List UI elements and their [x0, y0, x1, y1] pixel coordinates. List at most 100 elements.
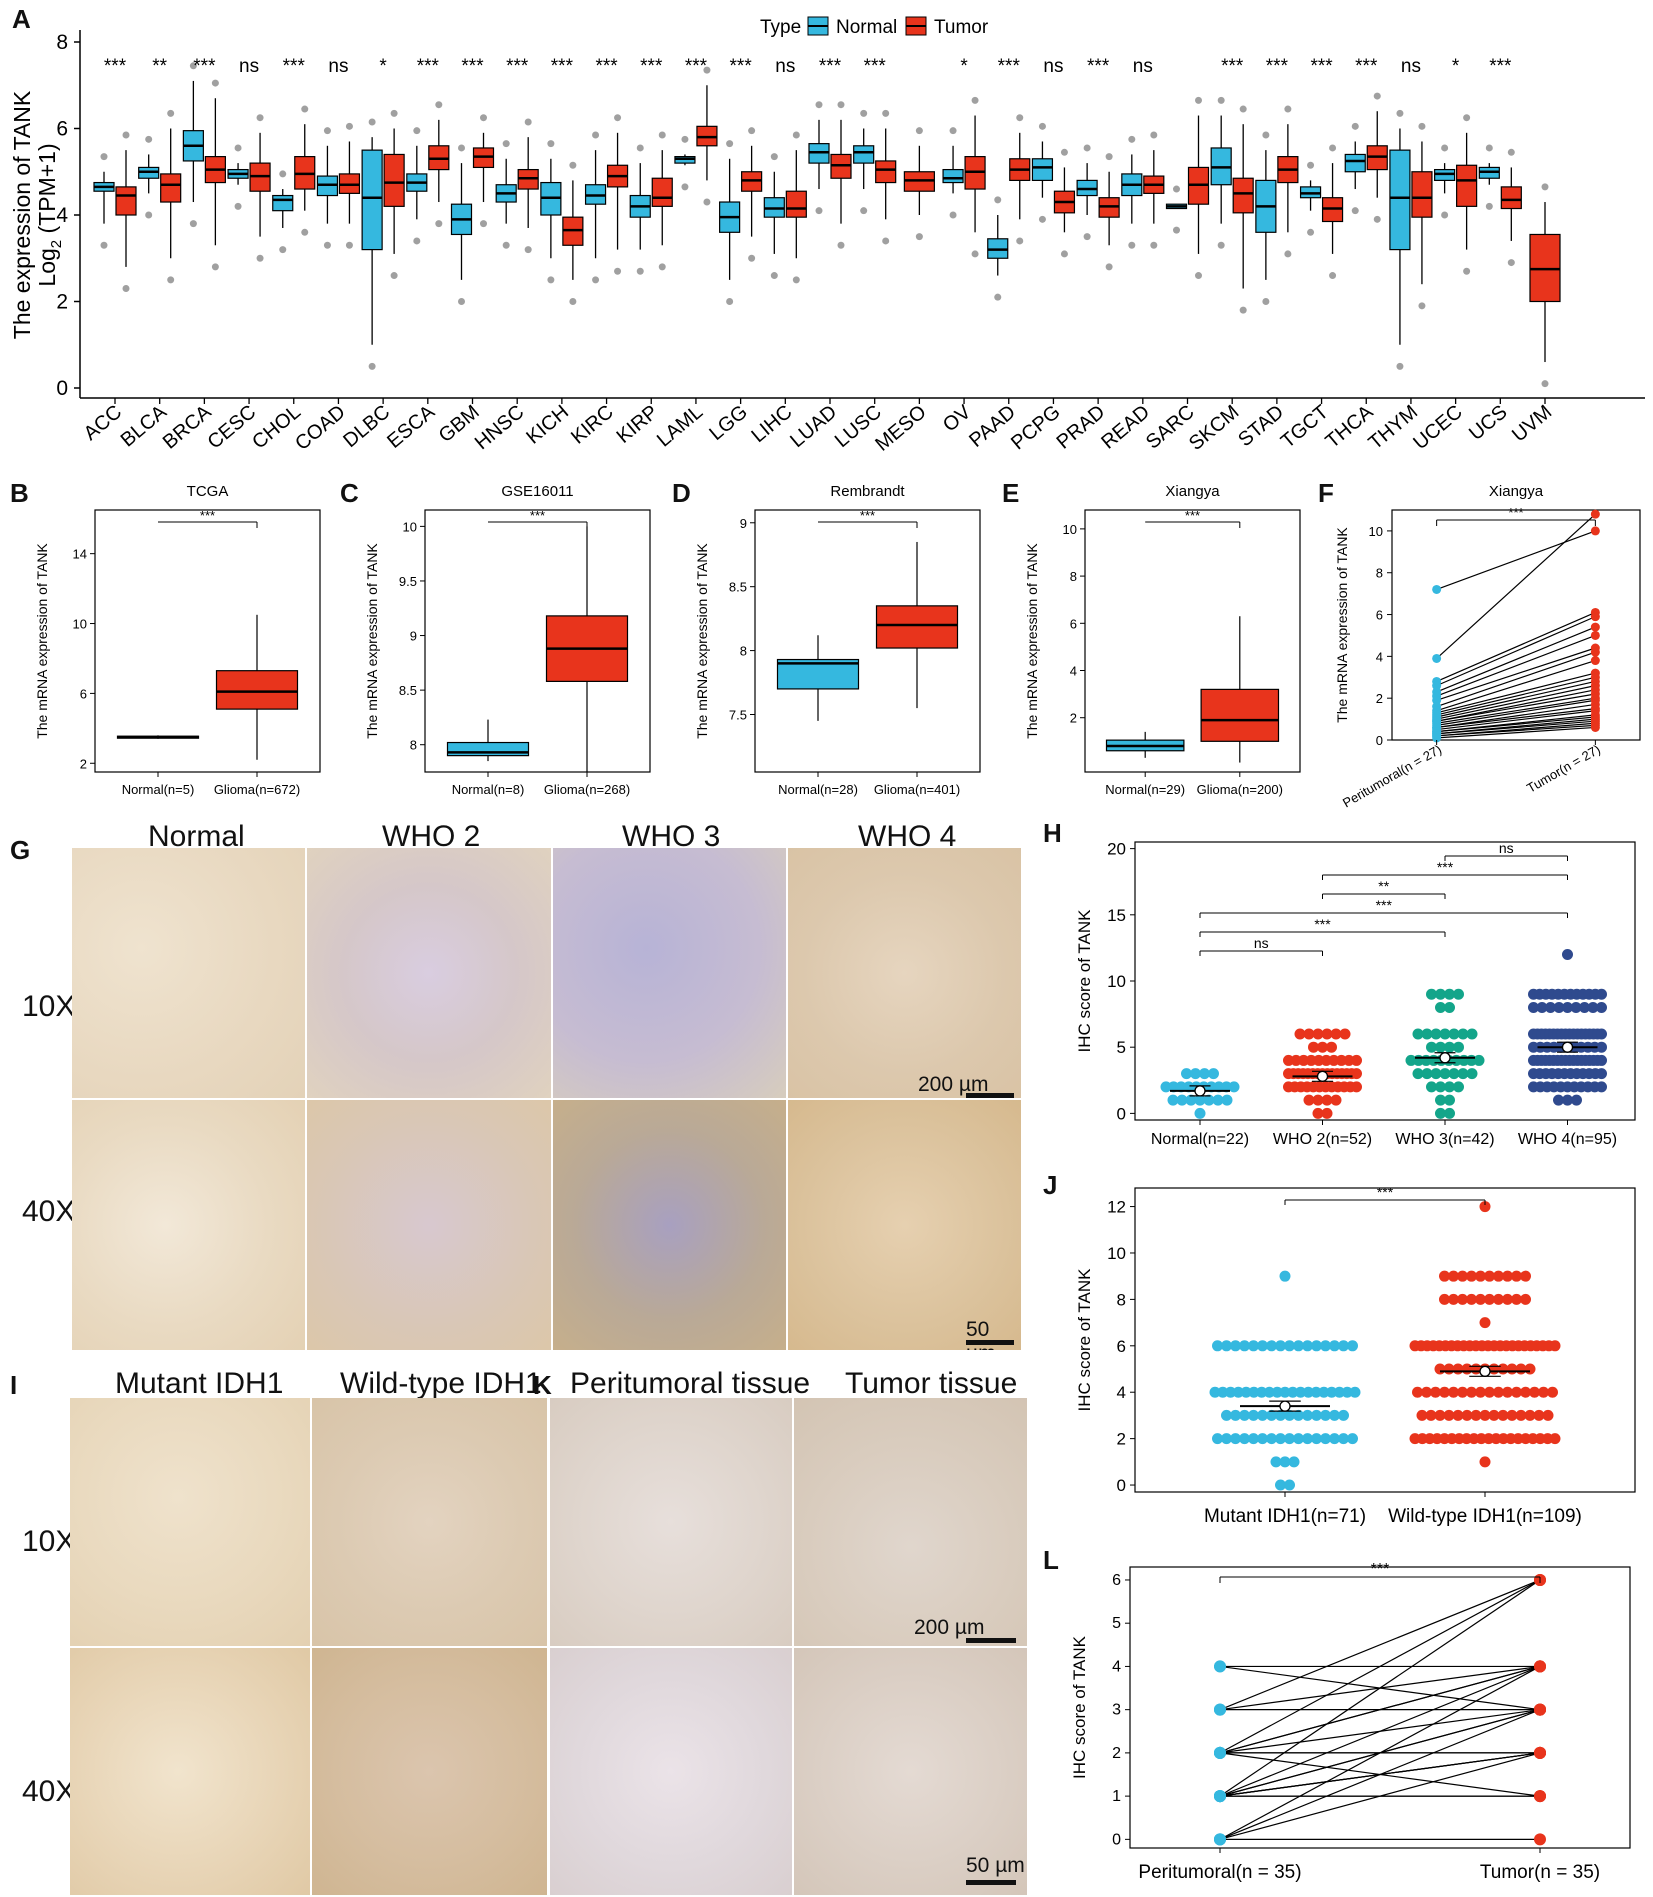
- j-point: [1257, 1340, 1268, 1352]
- ihc-who4-40x: 50 µm: [788, 1100, 1021, 1350]
- j-point: [1439, 1386, 1450, 1398]
- panel-label-d: D: [672, 478, 691, 508]
- a-ytick-label: 8: [56, 31, 68, 54]
- panel-label-h: H: [1043, 818, 1062, 848]
- a-laml-xlabel: LAML: [653, 401, 707, 451]
- h-point: [1553, 1001, 1565, 1013]
- j-point: [1493, 1270, 1504, 1282]
- h-point: [1528, 1001, 1539, 1013]
- a-ylabel-unit: (TPM+1): [34, 143, 60, 239]
- a-stad-tumor-outlier: [1284, 105, 1292, 113]
- a-blca-normal-outlier: [145, 135, 153, 143]
- j-ytick-label: 12: [1107, 1198, 1126, 1217]
- a-coad-significance: ns: [328, 56, 348, 77]
- a-thym-tumor-outlier: [1418, 302, 1426, 310]
- a-thca-tumor-outlier: [1373, 92, 1381, 100]
- j-point: [1479, 1201, 1491, 1213]
- j-mean-marker: [1279, 1400, 1291, 1412]
- j-point: [1529, 1386, 1540, 1398]
- h-point: [1312, 1028, 1324, 1040]
- f-pair-line: [1436, 626, 1596, 693]
- f-peritumoral-point: [1432, 681, 1442, 691]
- j-point: [1311, 1433, 1322, 1445]
- h-point: [1570, 1001, 1582, 1013]
- a-lgg-normal-outlier: [726, 140, 734, 148]
- j-point: [1515, 1409, 1527, 1421]
- j-point: [1212, 1433, 1223, 1445]
- h-point: [1203, 1094, 1215, 1106]
- d-ytick-label: 7.5: [729, 707, 747, 722]
- d-frame: [754, 509, 981, 773]
- f-peritumoral-point: [1432, 695, 1442, 705]
- l-ytick-label: 3: [1112, 1702, 1121, 1719]
- e-ytick-label: 2: [1070, 711, 1077, 726]
- j-point: [1230, 1340, 1241, 1352]
- a-hnsc-significance: ***: [506, 56, 529, 77]
- a-stad-normal-outlier: [1262, 131, 1270, 139]
- a-ov-normal-box: [942, 168, 964, 184]
- h-point: [1294, 1028, 1306, 1040]
- f-pair-line: [1436, 726, 1596, 739]
- a-laml-significance: ***: [685, 56, 708, 77]
- a-kirc-tumor-outlier: [614, 114, 622, 122]
- a-kich-normal-outlier: [547, 276, 555, 284]
- j-point: [1266, 1409, 1277, 1421]
- a-ov-normal-outlier: [949, 127, 957, 135]
- a-kirc-tumor-outlier: [614, 267, 622, 275]
- c-xlabel: Normal(n=8): [452, 782, 525, 797]
- f-sig: ***: [1508, 505, 1523, 520]
- h-point: [1283, 1054, 1294, 1066]
- j-point: [1275, 1433, 1286, 1445]
- a-esca-xlabel: ESCA: [383, 401, 439, 453]
- l-tumor-point: [1534, 1790, 1546, 1803]
- d-xlabel: Glioma(n=401): [874, 782, 960, 797]
- h-point: [1321, 1028, 1333, 1040]
- h-point: [1444, 1001, 1455, 1013]
- f-ytick-label: 0: [1376, 733, 1383, 748]
- h-comparison-label: **: [1378, 878, 1389, 894]
- a-ov-tumor-outlier: [971, 250, 979, 258]
- j-point: [1263, 1386, 1275, 1398]
- a-paad-significance: ***: [998, 56, 1021, 77]
- j-point: [1257, 1433, 1268, 1445]
- h-point: [1412, 1068, 1424, 1080]
- a-ucec-normal-outlier: [1441, 211, 1449, 219]
- j-point: [1338, 1340, 1349, 1352]
- f-tumor-point: [1590, 612, 1600, 622]
- j-xlabel: Mutant IDH1(n=71): [1204, 1506, 1366, 1527]
- j-point: [1412, 1386, 1423, 1398]
- j-point: [1239, 1340, 1250, 1352]
- h-point: [1220, 1081, 1232, 1093]
- h-point: [1313, 1054, 1325, 1066]
- l-tumor-point: [1534, 1703, 1546, 1716]
- j-point: [1484, 1386, 1495, 1398]
- j-point: [1457, 1270, 1468, 1282]
- h-point: [1317, 1041, 1328, 1053]
- a-lgg-tumor-outlier: [748, 254, 756, 262]
- j-point: [1257, 1409, 1268, 1421]
- j-point: [1271, 1386, 1283, 1398]
- j-point: [1230, 1409, 1241, 1421]
- panel-label-f: F: [1318, 478, 1334, 508]
- c-sig: ***: [530, 508, 545, 523]
- f-pair-line: [1436, 647, 1596, 701]
- a-legend-normal-label: Normal: [836, 17, 897, 38]
- j-ytick-label: 0: [1117, 1476, 1126, 1495]
- a-prad-normal-outlier: [1083, 233, 1091, 241]
- c-xlabel: Glioma(n=268): [544, 782, 630, 797]
- a-kirc-normal-outlier: [592, 276, 600, 284]
- ihc-peritumoral-40x: [550, 1648, 792, 1895]
- a-ytick-label: 0: [56, 377, 68, 400]
- h-point: [1562, 1001, 1573, 1013]
- c-ytick-label: 10: [403, 519, 417, 534]
- f-pair-line: [1436, 720, 1596, 735]
- h-point: [1326, 1041, 1337, 1053]
- j-point: [1457, 1293, 1468, 1305]
- f-pair-line: [1436, 693, 1596, 722]
- j-point: [1320, 1340, 1331, 1352]
- a-skcm-tumor-outlier: [1239, 105, 1247, 113]
- j-point: [1225, 1386, 1237, 1398]
- h-point: [1298, 1054, 1310, 1066]
- a-cesc-normal-outlier: [234, 202, 242, 210]
- a-pcpg-significance: ns: [1043, 56, 1063, 77]
